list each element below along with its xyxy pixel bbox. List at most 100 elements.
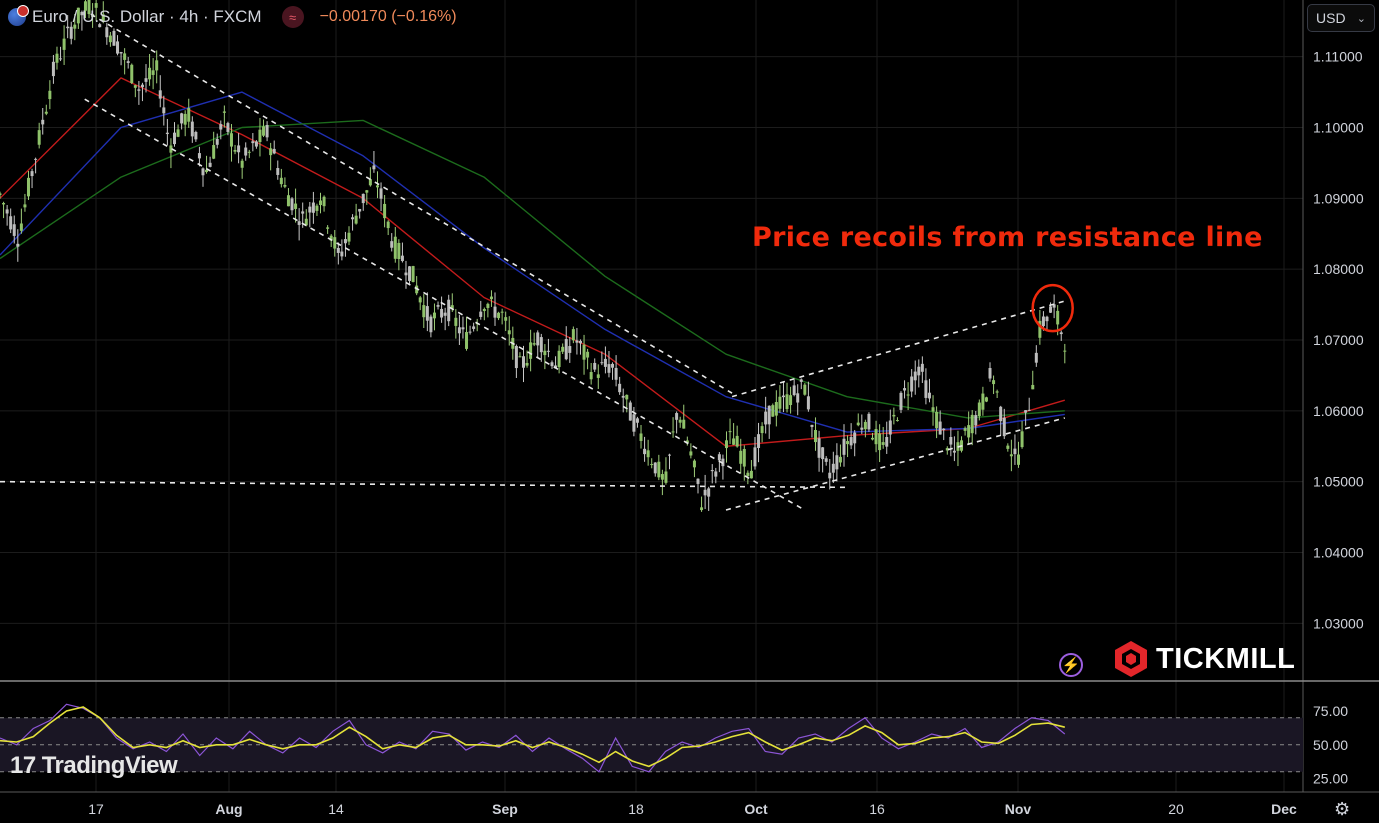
price-tick-label: 1.06000 [1313, 403, 1364, 419]
candle-body [215, 138, 219, 145]
time-tick-label: Dec [1271, 801, 1297, 817]
candle-body [639, 433, 643, 441]
candle-body [764, 411, 768, 425]
candle-body [671, 431, 675, 433]
candle-body [493, 306, 497, 318]
time-tick-label: Nov [1005, 801, 1032, 817]
candle-body [660, 474, 664, 480]
candle-body [846, 441, 850, 445]
candle-body [892, 414, 896, 417]
candle-body [465, 332, 469, 349]
candle-body [575, 340, 579, 343]
tradingview-logo[interactable]: 17 TradingView [10, 752, 178, 780]
settings-gear-icon[interactable]: ⚙ [1334, 799, 1351, 819]
candle-body [358, 208, 362, 212]
candle-body [910, 376, 914, 392]
candle-body [578, 340, 582, 344]
candle-body [400, 255, 404, 262]
compare-icon[interactable]: ≈ [281, 6, 304, 28]
candle-body [5, 209, 9, 214]
candle-body [130, 64, 134, 83]
candle-body [625, 394, 629, 400]
candle-body [461, 327, 465, 330]
candle-body [596, 374, 600, 378]
time-tick-label: 14 [328, 801, 344, 817]
candle-body [874, 429, 878, 445]
candle-body [137, 89, 141, 91]
candle-body [778, 396, 782, 409]
time-axis-labels: 17 Aug 14 Sep 18 Oct 16 Nov 20 Dec [88, 801, 1297, 817]
candle-body [361, 193, 365, 204]
candle-body [931, 407, 935, 412]
currency-select[interactable]: USD ⌄ [1307, 4, 1375, 32]
price-tick-label: 1.07000 [1313, 332, 1364, 348]
candle-body [347, 232, 351, 242]
candle-body [76, 7, 80, 24]
candle-body [162, 107, 166, 114]
candle-body [682, 419, 686, 429]
candle-body [301, 211, 305, 214]
oscillator-tick-label: 50.00 [1313, 737, 1348, 753]
time-tick-label: 16 [869, 801, 885, 817]
candle-body [265, 125, 269, 138]
symbol-header[interactable]: Euro / U.S. Dollar · 4h · FXCM ≈ −0.0017… [8, 5, 457, 28]
candle-body [479, 311, 483, 317]
candle-body [365, 190, 369, 193]
candle-body [554, 365, 558, 369]
price-tick-label: 1.11000 [1313, 49, 1363, 65]
symbol-title[interactable]: Euro / U.S. Dollar · 4h · FXCM [32, 7, 262, 26]
candle-body [614, 367, 618, 380]
candle-body [133, 85, 137, 88]
candle-body [657, 461, 661, 478]
candle-body [724, 440, 728, 449]
candle-body [418, 297, 422, 303]
candle-body [984, 397, 988, 402]
ma_slow-line [0, 119, 1065, 419]
candle-body [447, 299, 451, 322]
candle-body [838, 456, 842, 463]
candle-body [749, 470, 753, 479]
candle-body [589, 372, 593, 380]
oscillator-tick-label: 25.00 [1313, 771, 1348, 787]
candle-body [55, 53, 59, 63]
candle-body [664, 471, 668, 483]
candle-body [1063, 350, 1067, 352]
candle-body [532, 343, 536, 345]
candle-body [870, 437, 874, 440]
candle-body [1027, 409, 1031, 411]
lightning-icon[interactable]: ⚡ [1059, 653, 1083, 677]
trendline [84, 98, 806, 511]
grid-lines [0, 0, 1303, 792]
price-tick-label: 1.10000 [1313, 120, 1364, 136]
candle-body [219, 124, 223, 130]
candle-body [66, 26, 70, 29]
candle-body [262, 126, 266, 136]
candle-body [1031, 384, 1035, 390]
candle-body [393, 236, 397, 259]
candle-body [272, 148, 276, 154]
candle-body [440, 308, 444, 318]
candle-body [803, 384, 807, 395]
candle-body [550, 362, 554, 367]
candle-body [568, 346, 572, 353]
candle-body [571, 329, 575, 341]
candle-body [689, 451, 693, 456]
candle-body [927, 392, 931, 399]
candle-body [19, 223, 23, 231]
candle-body [30, 171, 34, 177]
broker-name: TICKMILL [1156, 642, 1296, 675]
candle-body [116, 41, 120, 54]
candle-body [707, 488, 711, 497]
candle-body [169, 145, 173, 153]
candle-body [728, 431, 732, 433]
candle-body [1006, 445, 1010, 449]
candle-body [849, 437, 853, 446]
candle-body [635, 418, 639, 423]
candle-body [806, 396, 810, 410]
candle-body [294, 203, 298, 209]
candle-body [781, 395, 785, 398]
candle-body [739, 450, 743, 464]
trendline [731, 300, 1066, 398]
